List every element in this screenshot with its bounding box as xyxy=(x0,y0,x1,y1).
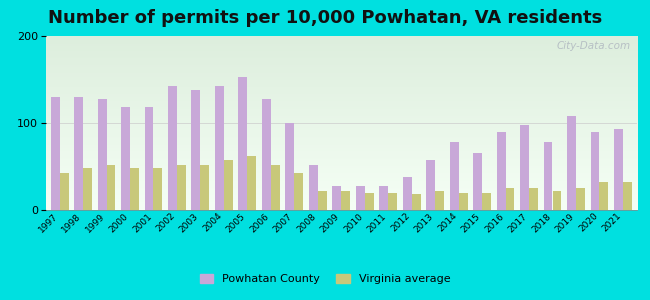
Bar xyxy=(576,188,585,210)
Bar xyxy=(506,188,514,210)
Bar xyxy=(543,142,552,210)
Bar xyxy=(262,99,271,210)
Bar xyxy=(153,168,162,210)
Bar xyxy=(567,116,576,210)
Bar xyxy=(403,177,411,210)
Bar xyxy=(450,142,459,210)
Bar xyxy=(435,191,444,210)
Bar xyxy=(177,165,186,210)
Bar xyxy=(529,188,538,210)
Bar xyxy=(192,90,200,210)
Bar xyxy=(74,97,83,210)
Bar xyxy=(215,85,224,210)
Bar xyxy=(426,160,435,210)
Bar xyxy=(271,165,280,210)
Bar xyxy=(482,193,491,210)
Bar xyxy=(60,173,68,210)
Bar xyxy=(98,99,107,210)
Legend: Powhatan County, Virginia average: Powhatan County, Virginia average xyxy=(195,269,455,288)
Bar xyxy=(411,194,421,210)
Bar xyxy=(332,186,341,210)
Bar xyxy=(83,168,92,210)
Bar xyxy=(294,173,303,210)
Bar xyxy=(614,129,623,210)
Bar xyxy=(239,77,248,210)
Bar xyxy=(144,107,153,210)
Bar xyxy=(200,165,209,210)
Bar xyxy=(599,182,608,210)
Bar xyxy=(388,193,397,210)
Bar xyxy=(309,165,318,210)
Bar xyxy=(121,107,130,210)
Bar xyxy=(341,191,350,210)
Bar xyxy=(168,85,177,210)
Text: Number of permits per 10,000 Powhatan, VA residents: Number of permits per 10,000 Powhatan, V… xyxy=(48,9,602,27)
Bar xyxy=(473,154,482,210)
Bar xyxy=(552,191,562,210)
Bar xyxy=(107,165,116,210)
Bar xyxy=(459,193,467,210)
Bar xyxy=(497,132,506,210)
Bar xyxy=(318,191,327,210)
Bar xyxy=(224,160,233,210)
Bar xyxy=(356,186,365,210)
Bar xyxy=(248,156,256,210)
Bar xyxy=(51,97,60,210)
Bar xyxy=(285,123,294,210)
Bar xyxy=(380,186,388,210)
Text: City-Data.com: City-Data.com xyxy=(557,41,631,51)
Bar xyxy=(130,168,139,210)
Bar xyxy=(365,193,374,210)
Bar xyxy=(623,182,632,210)
Bar xyxy=(520,125,529,210)
Bar xyxy=(590,132,599,210)
